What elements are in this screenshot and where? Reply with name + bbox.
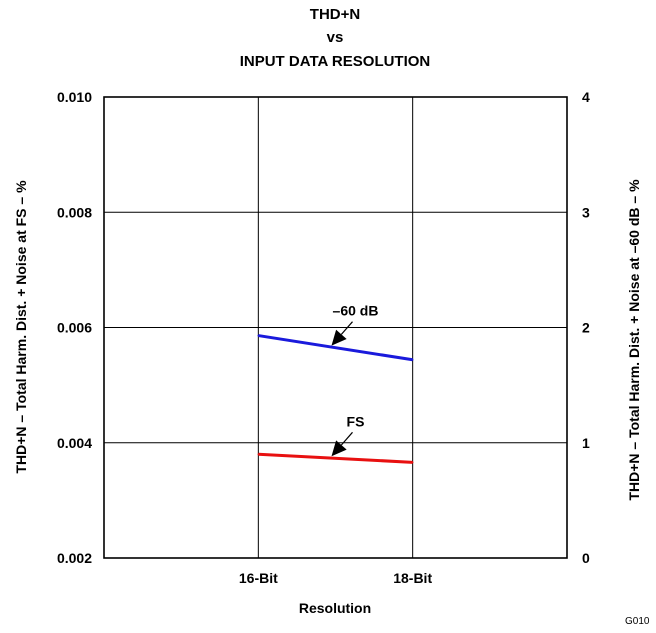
- series-lines: [257, 334, 414, 464]
- callout-leader-1: [340, 431, 353, 446]
- series-point-1: [257, 453, 260, 456]
- right-y-tick-label: 0: [582, 550, 590, 566]
- callout-leader-0: [340, 321, 353, 335]
- left-y-tick-label: 0.006: [57, 320, 92, 336]
- left-y-tick-label: 0.004: [57, 435, 92, 451]
- x-axis-label: Resolution: [299, 600, 371, 616]
- right-y-tick-label: 2: [582, 320, 590, 336]
- left-y-tick-label: 0.008: [57, 204, 92, 220]
- figure-code: G010: [625, 616, 650, 627]
- right-y-tick-label: 1: [582, 435, 590, 451]
- series-line-1: [258, 452, 413, 464]
- plot-frame: [103, 96, 568, 559]
- series-label-1: FS: [347, 413, 365, 429]
- callout-arrowhead-1: [331, 440, 347, 457]
- left-y-axis-label: THD+N – Total Harm. Dist. + Noise at FS …: [13, 180, 29, 474]
- series-label-0: –60 dB: [333, 303, 379, 319]
- callout-arrowhead-0: [331, 329, 347, 346]
- right-y-tick-label: 4: [582, 89, 590, 105]
- x-tick-label: 18-Bit: [393, 570, 432, 586]
- tick-labels: 0.002 0.004 0.006 0.008 0.010 0 1 2 3 4 16-Bit 18-B…: [57, 89, 590, 586]
- series-line-0: [258, 334, 413, 362]
- left-y-tick-label: 0.010: [57, 89, 92, 105]
- series-point-0: [411, 358, 414, 361]
- chart-title-line-1: THD+N: [310, 6, 360, 23]
- series-point-0: [257, 334, 260, 337]
- left-y-tick-label: 0.002: [57, 550, 92, 566]
- x-tick-label: 16-Bit: [239, 570, 278, 586]
- series-annotations: –60 dB FS: [331, 303, 379, 457]
- right-y-tick-label: 3: [582, 204, 590, 220]
- chart-title-line-3: INPUT DATA RESOLUTION: [240, 53, 431, 70]
- series-point-1: [411, 461, 414, 464]
- chart-title-line-2: vs: [327, 29, 344, 46]
- right-y-axis-label: THD+N – Total Harm. Dist. + Noise at –60…: [626, 179, 642, 501]
- grid-lines: [104, 97, 567, 558]
